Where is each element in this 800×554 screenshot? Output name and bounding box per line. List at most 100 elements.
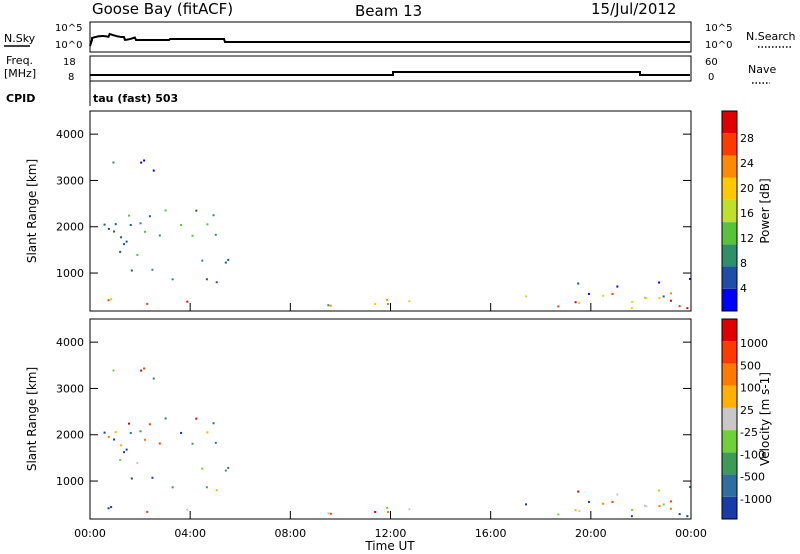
nsky-label: N.Sky	[4, 32, 36, 45]
colorbar-segment	[722, 319, 737, 342]
velocity-cell	[143, 367, 146, 370]
colorbar-segment	[722, 430, 737, 453]
colorbar-segment	[722, 452, 737, 475]
velocity-cell	[125, 448, 128, 451]
power-cell	[128, 214, 131, 217]
power-cell	[611, 292, 614, 295]
power-cell	[125, 240, 128, 243]
power-cell	[120, 236, 123, 239]
beam-title: Beam 13	[355, 2, 422, 20]
power-cell	[112, 161, 115, 164]
power-cell	[180, 223, 183, 226]
velocity-cell	[195, 417, 198, 420]
velocity-cell	[329, 512, 332, 515]
velocity-cell	[136, 461, 139, 464]
colorbar-segment	[722, 496, 737, 519]
colorbar-segment	[722, 111, 737, 134]
colorbar-tick-label: 1000	[740, 337, 768, 350]
power-cell	[327, 304, 330, 307]
velocity-cell	[110, 506, 113, 509]
velocity-colorbar: 1000 500 100 25 -25 -100 -500 -1000	[721, 318, 772, 520]
power-heatmap-data	[103, 159, 691, 310]
velocity-cell	[123, 451, 126, 454]
power-cell	[143, 159, 146, 162]
velocity-cell	[140, 369, 143, 372]
colorbar-tick-label: -500	[740, 471, 765, 484]
x-tick-label: 00:00	[74, 527, 106, 540]
power-cell	[119, 250, 122, 253]
power-cell	[186, 300, 189, 303]
y-tick-label: 2000	[56, 221, 84, 234]
nsky-trace	[89, 32, 690, 47]
power-cell	[329, 304, 332, 307]
power-cell	[688, 277, 691, 280]
colorbar-tick-label: -100	[740, 448, 765, 461]
power-cell	[139, 222, 142, 225]
velocity-cell	[408, 508, 411, 511]
velocity-cell	[645, 505, 648, 508]
velocity-cell	[678, 513, 681, 516]
power-cell	[171, 278, 174, 281]
power-cell	[129, 224, 132, 227]
power-cell	[224, 261, 227, 264]
power-cell	[374, 302, 377, 305]
power-cell	[191, 234, 194, 237]
velocity-cell	[525, 503, 528, 506]
colorbar-segment	[722, 199, 737, 223]
velocity-cell	[129, 432, 132, 435]
nave-tick-bottom: 0	[708, 72, 714, 83]
velocity-cell	[128, 422, 131, 425]
velocity-cell	[107, 507, 110, 510]
velocity-cell	[214, 441, 217, 444]
colorbar-tick-label: 16	[740, 207, 754, 220]
cpid-text: tau (fast) 503	[93, 92, 178, 105]
velocity-cell	[386, 511, 389, 514]
colorbar-segment	[722, 288, 737, 311]
x-tick-label: 08:00	[274, 527, 306, 540]
power-cell	[669, 299, 672, 302]
x-tick-label: 04:00	[174, 527, 206, 540]
nsky-tick-top: 10^5	[55, 23, 82, 34]
power-cell	[107, 227, 110, 230]
velocity-cell	[146, 510, 149, 513]
power-cell	[140, 161, 143, 164]
colorbar-segment	[722, 244, 737, 267]
velocity-cell	[386, 506, 389, 509]
power-cell	[206, 223, 209, 226]
power-panel-frame	[89, 110, 692, 312]
colorbar-tick-label: 4	[740, 282, 747, 295]
power-cell	[148, 215, 151, 218]
colorbar-tick-label: 28	[740, 132, 754, 145]
velocity-cell	[574, 509, 577, 512]
x-tick-label: 00:00	[675, 527, 707, 540]
nsearch-label: N.Search	[746, 30, 796, 43]
freq-unit-label: [MHz]	[4, 67, 36, 80]
velocity-cell	[113, 438, 116, 441]
velocity-cell	[630, 515, 633, 518]
nsearch-tick-bottom: 10^0	[705, 40, 732, 51]
colorbar-tick-label: 100	[740, 382, 761, 395]
velocity-cell	[658, 505, 661, 508]
colorbar-tick-label: 24	[740, 157, 754, 170]
power-cell	[164, 209, 167, 212]
cpid-label: CPID	[6, 92, 35, 105]
power-cell	[114, 223, 117, 226]
velocity-panel-frame	[89, 318, 692, 520]
power-cell	[658, 297, 661, 300]
x-axis-label: Time UT	[364, 539, 415, 553]
velocity-y-axis: 4000 3000 2000 1000	[56, 336, 691, 488]
velocity-cell	[327, 512, 330, 515]
power-cell	[152, 169, 155, 172]
velocity-cell	[130, 477, 133, 480]
velocity-cell	[143, 438, 146, 441]
power-cell	[215, 281, 218, 284]
colorbar-tick-label: 12	[740, 232, 754, 245]
power-cell	[577, 282, 580, 285]
velocity-cell	[139, 430, 142, 433]
velocity-cell	[201, 467, 204, 470]
colorbar-tick-label: 20	[740, 182, 754, 195]
freq-label: Freq.	[6, 54, 33, 67]
power-cell	[630, 307, 633, 310]
power-cell	[602, 294, 605, 297]
